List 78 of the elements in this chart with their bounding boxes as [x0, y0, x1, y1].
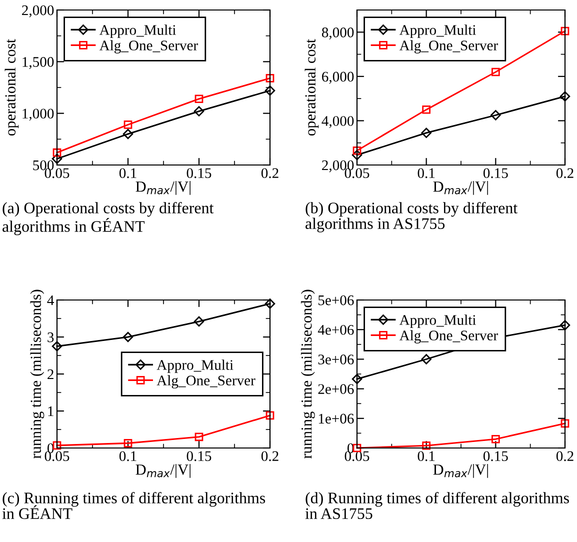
x-axis-title: D$_{max}$/|V| — [136, 464, 190, 478]
text: (b) Operational costs by different algorithms in AS1755 — [306, 202, 518, 232]
y-tick-label: 8,000 — [322, 28, 354, 40]
point — [124, 439, 132, 448]
point — [352, 374, 362, 384]
x-tick-label: 0.15 — [186, 168, 212, 178]
point — [264, 85, 276, 96]
point — [266, 411, 274, 420]
x-axis-title: D$_{max}$/|V| — [433, 464, 488, 478]
y-tick-label: 2e+06 — [318, 384, 354, 394]
legend-label: Appro_Multi — [156, 360, 234, 373]
x-tick-label: 0.15 — [483, 168, 508, 178]
point — [352, 150, 362, 160]
point — [560, 91, 570, 102]
y-axis-title: running time (milliseconds) — [300, 290, 315, 459]
x-tick-label: 0.2 — [261, 168, 278, 178]
x-tick-label: 0.2 — [261, 451, 278, 462]
y-tick-label: 3e+06 — [318, 354, 354, 364]
y-tick-label: 1 — [48, 406, 54, 416]
point — [492, 434, 500, 444]
point — [122, 128, 134, 140]
point — [421, 128, 432, 138]
y-tick-label: 1,000 — [22, 108, 54, 121]
point — [124, 120, 132, 129]
point — [560, 26, 570, 36]
x-tick-label: 0.1 — [418, 168, 435, 178]
text: (a) Operational costs by different algorithms in GÉANT — [2, 202, 214, 236]
y-tick-label: 2,000 — [22, 5, 54, 18]
point — [560, 419, 570, 428]
y-tick-label: 4e+06 — [318, 324, 354, 335]
legend-label: Appro_Multi — [399, 24, 476, 38]
legend-label: Alg_One_Server — [99, 40, 198, 54]
point — [52, 148, 62, 157]
y-axis-title: operational cost — [304, 39, 319, 136]
text: (d) Running times of different algorithms in AS1755 — [305, 492, 569, 520]
y-tick-label: 4,000 — [322, 116, 354, 128]
legend-label: Alg_One_Server — [399, 40, 498, 54]
point — [194, 432, 204, 442]
text: (c) Running times of different algorithms in GÉANT — [2, 492, 266, 520]
x-tick-label: 0.2 — [556, 451, 574, 462]
y-tick-label: 1e+06 — [318, 414, 354, 424]
y-axis-title: operational cost — [4, 39, 19, 136]
point — [194, 94, 204, 104]
x-axis-title: D$_{max}$/|V| — [136, 181, 190, 195]
y-tick-label: 5e+06 — [318, 295, 354, 306]
x-tick-label: 0.1 — [119, 168, 136, 178]
legend-label: Appro_Multi — [99, 24, 176, 38]
x-tick-label: 0.05 — [44, 451, 70, 462]
point — [490, 110, 501, 120]
point — [194, 106, 204, 116]
point — [52, 341, 62, 352]
x-tick-label: 0.2 — [556, 168, 574, 178]
point — [194, 316, 204, 327]
point — [421, 354, 432, 364]
point — [266, 74, 274, 82]
y-tick-label: 1,500 — [22, 57, 54, 69]
x-tick-label: 0.15 — [483, 451, 508, 462]
x-tick-label: 0.15 — [186, 451, 212, 462]
y-tick-label: 6,000 — [322, 72, 354, 84]
point — [352, 146, 362, 155]
x-tick-label: 0.1 — [418, 451, 435, 462]
y-tick-label: 4 — [47, 295, 54, 306]
x-axis-title: D$_{max}$/|V| — [433, 181, 488, 195]
point — [492, 68, 500, 76]
y-tick-label: 2 — [48, 369, 54, 380]
legend-label: Alg_One_Server — [156, 375, 256, 388]
x-tick-label: 0.05 — [44, 168, 70, 178]
legend-label: Alg_One_Server — [399, 330, 498, 344]
legend-label: Appro_Multi — [399, 314, 476, 328]
x-tick-label: 0.1 — [119, 451, 136, 462]
point — [422, 441, 430, 450]
y-tick-label: 500 — [33, 160, 54, 170]
point — [122, 332, 134, 342]
y-tick-label: 3 — [48, 332, 54, 342]
y-axis-title: running time (milliseconds) — [30, 290, 44, 459]
x-tick-label: 0.05 — [344, 451, 370, 462]
point — [422, 105, 430, 114]
point — [560, 320, 570, 330]
